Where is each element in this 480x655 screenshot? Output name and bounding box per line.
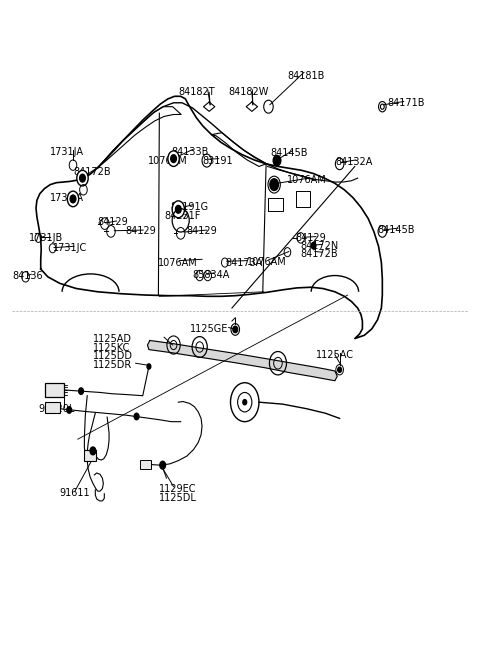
Text: 1731JC: 1731JC	[53, 243, 87, 253]
Text: 1076AM: 1076AM	[247, 257, 287, 267]
Text: 84129: 84129	[125, 227, 156, 236]
Circle shape	[168, 151, 179, 166]
Circle shape	[172, 201, 184, 217]
Text: 1125AC: 1125AC	[316, 350, 354, 360]
Text: 84182T: 84182T	[179, 87, 215, 98]
Text: 1125GE: 1125GE	[190, 324, 228, 335]
Text: 84132A: 84132A	[335, 157, 372, 167]
Circle shape	[160, 461, 166, 469]
Text: 1125DR: 1125DR	[93, 360, 132, 369]
Circle shape	[80, 174, 85, 182]
Text: 1731JA: 1731JA	[50, 147, 84, 157]
Text: 1125AD: 1125AD	[93, 334, 132, 344]
Text: 84191G: 84191G	[170, 202, 208, 212]
Circle shape	[270, 179, 278, 191]
Circle shape	[67, 407, 72, 413]
Text: 1125DD: 1125DD	[93, 351, 133, 361]
Circle shape	[147, 364, 151, 369]
Text: 1076AM: 1076AM	[158, 257, 198, 267]
Text: 1731JA: 1731JA	[50, 193, 84, 202]
FancyBboxPatch shape	[140, 460, 151, 469]
FancyBboxPatch shape	[46, 383, 63, 397]
Text: 84182W: 84182W	[228, 87, 268, 98]
Text: 84172B: 84172B	[301, 249, 338, 259]
Text: 1129EC: 1129EC	[159, 483, 197, 494]
Text: 84129: 84129	[97, 217, 129, 227]
Text: 84129: 84129	[296, 233, 326, 243]
Text: 91611: 91611	[60, 488, 90, 498]
Circle shape	[77, 170, 88, 186]
Polygon shape	[147, 341, 337, 381]
Text: 84172B: 84172B	[73, 166, 110, 177]
Text: 1076AM: 1076AM	[147, 157, 187, 166]
Text: 84181B: 84181B	[288, 71, 325, 81]
Circle shape	[338, 367, 342, 372]
Text: 1076AM: 1076AM	[288, 175, 327, 185]
Text: 84129: 84129	[187, 227, 217, 236]
Text: 85834A: 85834A	[192, 270, 230, 280]
Circle shape	[70, 195, 76, 203]
Circle shape	[67, 191, 79, 207]
FancyBboxPatch shape	[46, 402, 60, 413]
Text: 84171B: 84171B	[387, 98, 425, 109]
Circle shape	[243, 400, 247, 405]
Text: 1125DL: 1125DL	[159, 493, 197, 502]
FancyBboxPatch shape	[84, 450, 96, 460]
Text: 95920L: 95920L	[38, 403, 75, 414]
Circle shape	[273, 155, 281, 166]
Text: 1125KC: 1125KC	[93, 343, 130, 352]
Text: 84145B: 84145B	[378, 225, 415, 235]
Circle shape	[90, 447, 96, 455]
Text: 84172N: 84172N	[301, 240, 339, 251]
Circle shape	[171, 155, 177, 162]
Circle shape	[176, 206, 181, 213]
Text: 1731JB: 1731JB	[29, 233, 63, 243]
Text: 84136: 84136	[12, 271, 43, 281]
Text: 83191: 83191	[202, 157, 233, 166]
Circle shape	[134, 413, 139, 420]
Text: 84145B: 84145B	[271, 149, 308, 159]
Text: 84133B: 84133B	[171, 147, 209, 157]
Circle shape	[311, 242, 316, 249]
Text: 84173A: 84173A	[226, 257, 263, 267]
Circle shape	[79, 388, 84, 394]
Circle shape	[233, 326, 238, 333]
Text: 84231F: 84231F	[164, 211, 201, 221]
